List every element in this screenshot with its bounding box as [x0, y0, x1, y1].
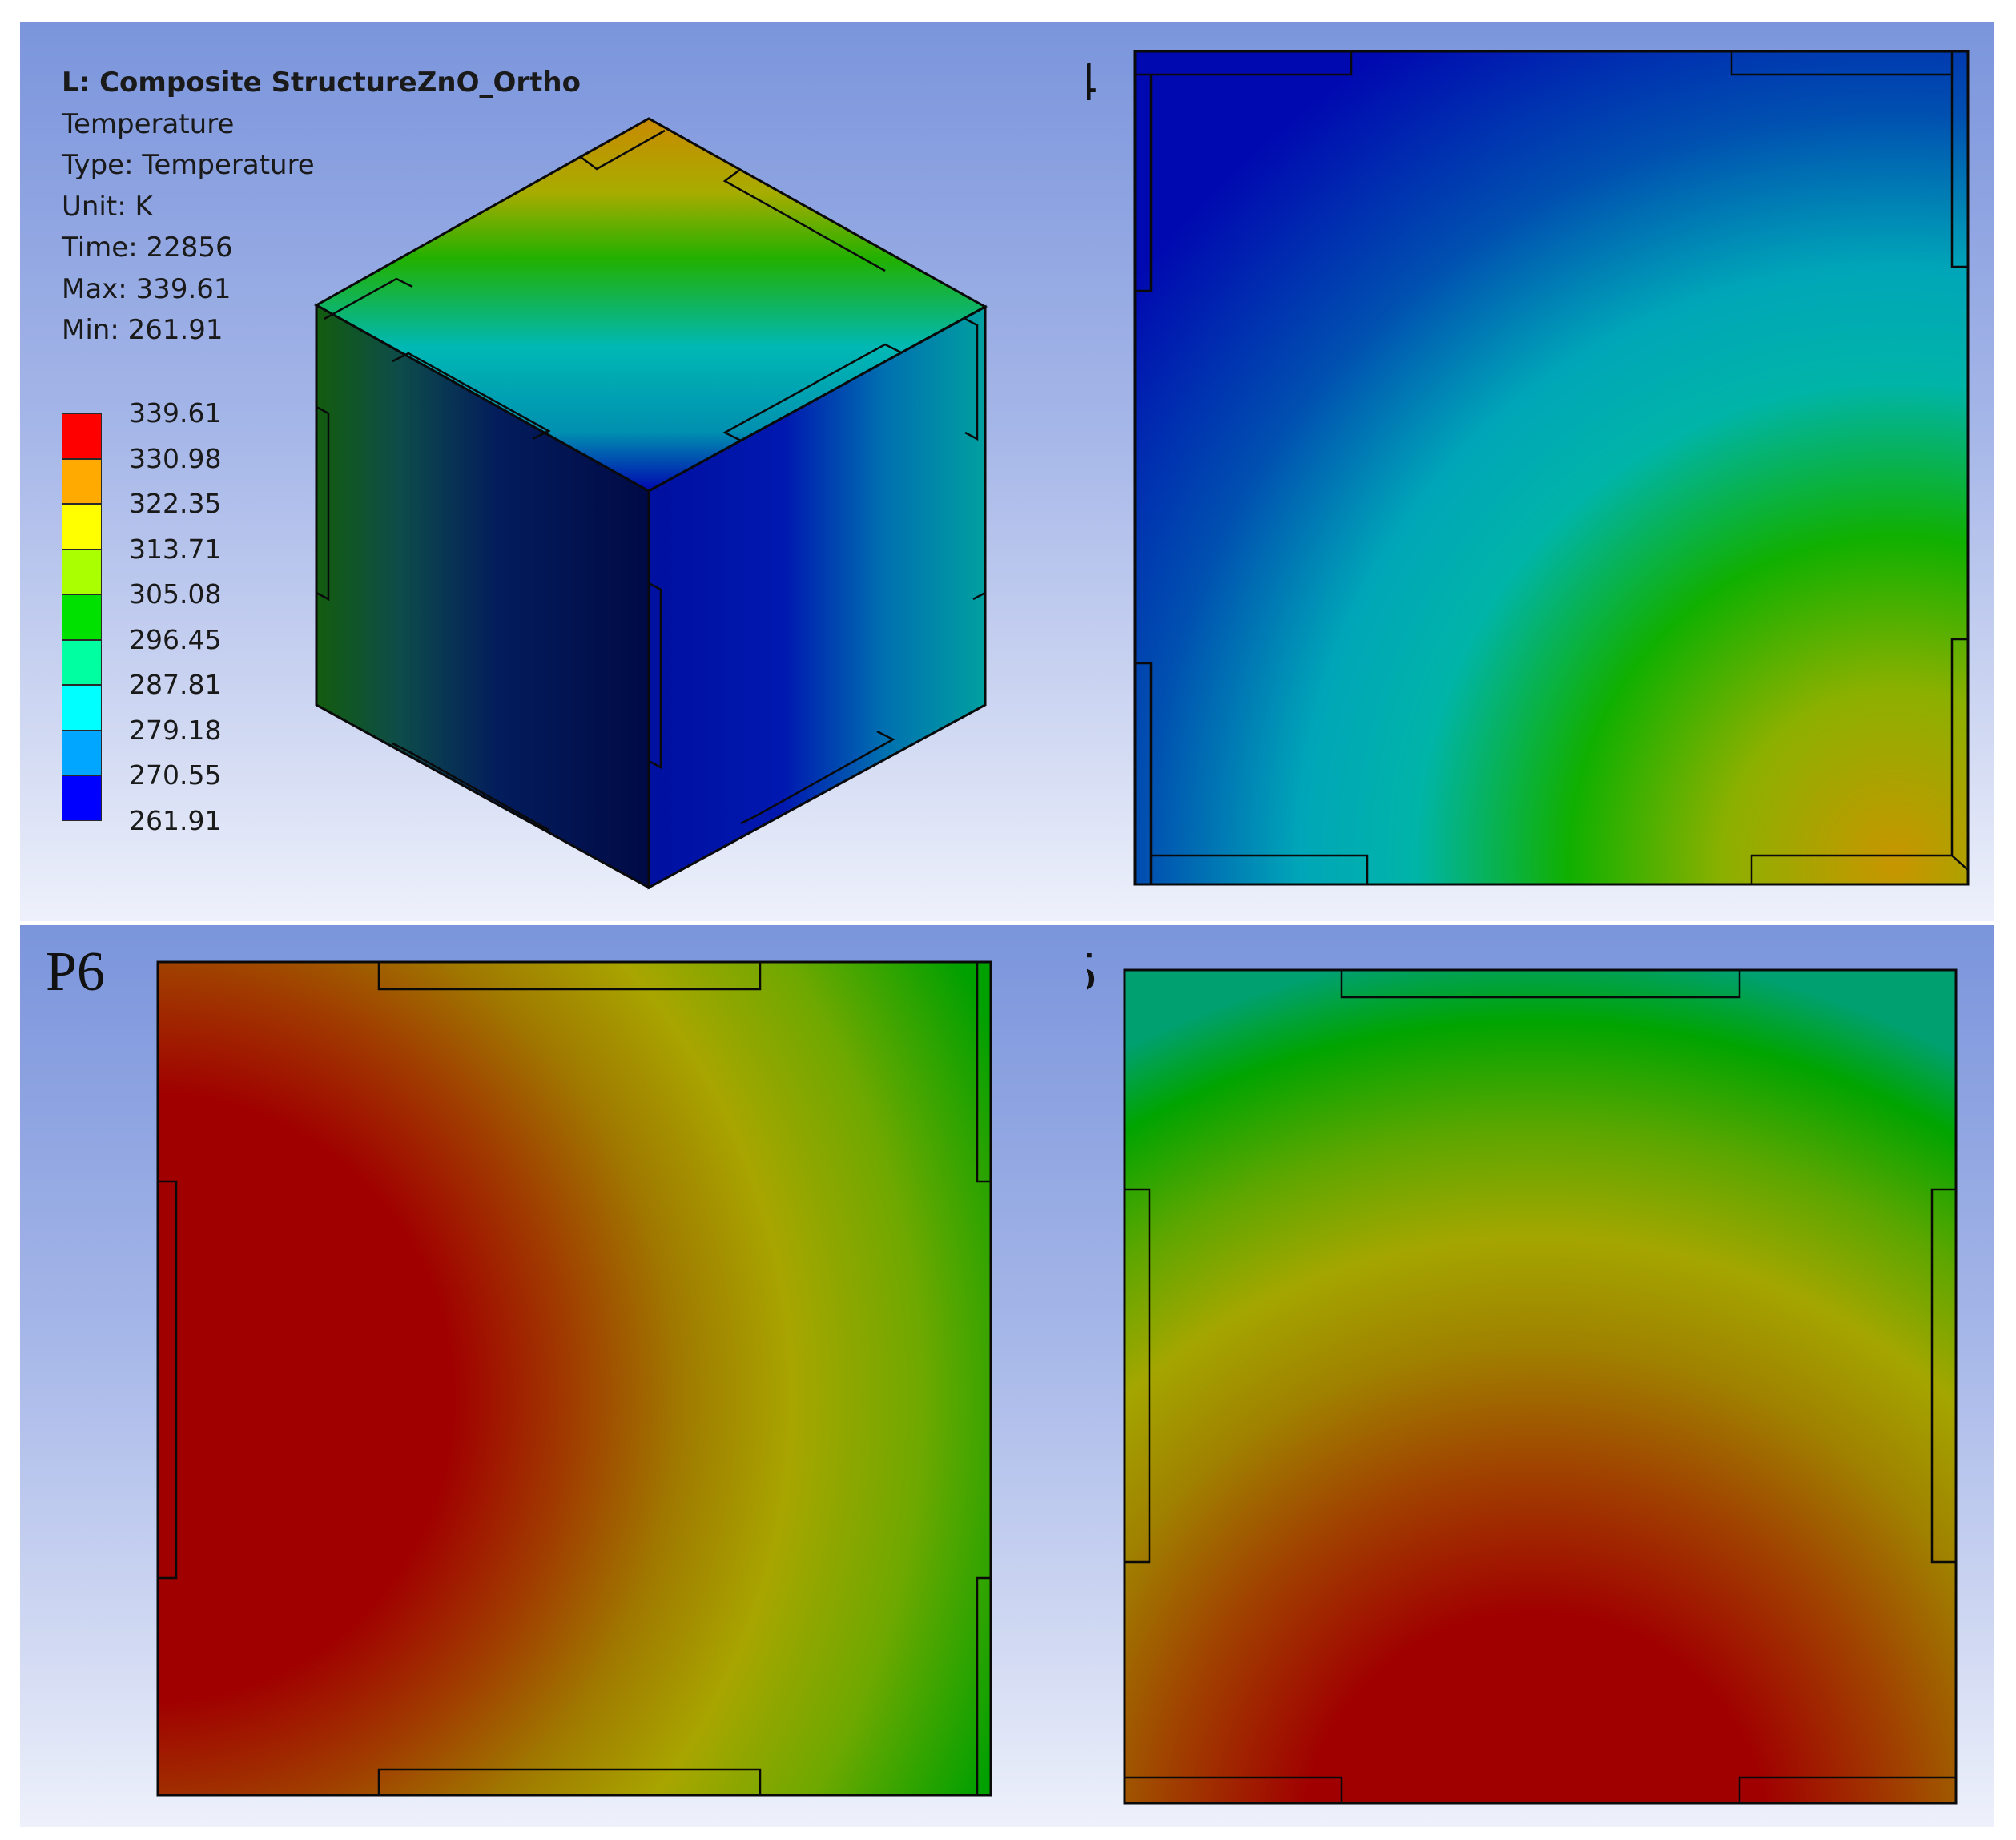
face-p5-plot — [1123, 968, 1958, 1805]
legend-value-label: 305.08 — [129, 578, 222, 610]
legend-swatch — [62, 775, 102, 821]
legend-swatch — [62, 549, 102, 594]
face-p5-field — [1123, 968, 1958, 1805]
face-p6-panel: P6 — [20, 925, 1087, 1827]
face-p6-field — [156, 960, 992, 1797]
result-max: Max: 339.61 — [62, 272, 231, 305]
legend-swatch — [62, 730, 102, 775]
result-time: Time: 22856 — [62, 232, 233, 264]
legend-value-label: 339.61 — [129, 397, 222, 429]
isometric-view-panel: L: Composite StructureZnO_Ortho Temperat… — [20, 22, 1087, 921]
legend-swatch — [62, 639, 102, 685]
legend-value-label: 261.91 — [129, 804, 222, 836]
face-p4-panel: P4 — [1087, 22, 1994, 921]
face-p6-plot — [156, 960, 992, 1797]
result-info-block: L: Composite StructureZnO_Ortho Temperat… — [62, 62, 581, 352]
face-p5-label: P5 — [1087, 944, 1097, 1001]
face-p4-joint-outlines — [1135, 51, 1969, 884]
result-name: Temperature — [62, 107, 235, 140]
face-p6-label: P6 — [46, 941, 105, 1003]
result-unit: Unit: K — [62, 190, 153, 223]
face-p4-field — [1133, 50, 1970, 886]
cube-viewport — [313, 117, 988, 890]
face-p6-joint-outlines — [158, 960, 991, 1795]
cube-right-face — [647, 304, 987, 890]
result-min: Min: 261.91 — [62, 314, 223, 346]
legend-value-label: 330.98 — [129, 442, 222, 474]
legend-swatch — [62, 504, 102, 550]
legend-swatch — [62, 594, 102, 640]
face-p4-plot — [1133, 50, 1970, 886]
legend-value-label: 322.35 — [129, 488, 222, 519]
face-p4-label: P4 — [1087, 54, 1097, 111]
legend-value-label: 279.18 — [129, 714, 222, 746]
legend-value-label: 287.81 — [129, 669, 222, 700]
legend-value-label: 296.45 — [129, 623, 222, 655]
face-p5-joint-outlines — [1125, 970, 1956, 1803]
legend-swatch — [62, 458, 102, 504]
result-type: Type: Temperature — [62, 149, 315, 181]
result-title: L: Composite StructureZnO_Ortho — [62, 66, 581, 99]
legend-value-label: 313.71 — [129, 533, 222, 565]
legend-value-label: 270.55 — [129, 759, 222, 791]
legend-swatch — [62, 685, 102, 731]
face-p5-panel: P5 — [1087, 925, 1994, 1827]
legend-swatch — [62, 413, 102, 459]
cube-joint-outlines — [316, 129, 987, 831]
